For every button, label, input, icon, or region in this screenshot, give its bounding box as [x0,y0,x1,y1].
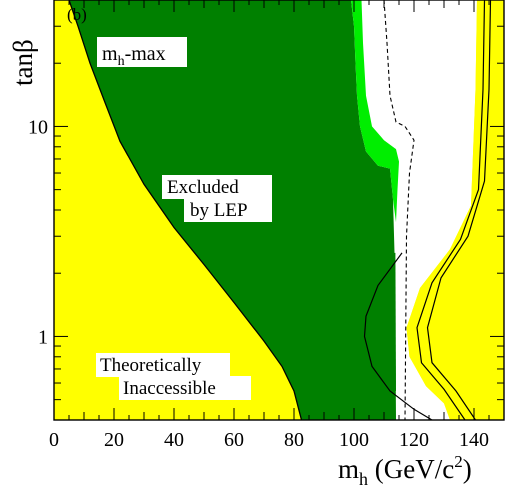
scenario-label-box [97,37,187,67]
x-tick-label: 0 [49,429,59,451]
theory-label-box-2 [119,376,251,400]
x-tick-label: 40 [164,429,184,451]
panel-label: (b) [67,5,87,24]
theory-label-line1: Theoretically [100,355,202,376]
x-tick-label: 80 [284,429,304,451]
x-tick-label: 60 [224,429,244,451]
y-axis: 1 10 [28,0,504,421]
y-tick-label: 1 [38,326,48,348]
yellow-band-outer [435,0,504,420]
x-tick-label: 20 [104,429,124,451]
x-tick-label: 140 [459,429,489,451]
x-axis-label: mh (GeV/c2) [338,452,472,489]
contour-line-a [416,0,486,420]
tongue-contour-line [363,252,433,420]
theory-label-box-1 [96,353,230,377]
y-axis-label: tanβ [8,39,38,86]
dashed-expected-limit-line [383,0,415,420]
expected-band-region [351,0,399,223]
excluded-label-line1: Excluded [167,177,239,198]
x-tick-label: 120 [399,429,429,451]
contour-line-b [426,0,492,420]
scenario-label: mh-max [102,43,166,69]
theory-label-line2: Inaccessible [123,378,216,399]
excluded-label-box-2 [184,198,272,222]
excluded-label-line2: by LEP [190,200,248,221]
y-tick-label: 10 [28,116,48,138]
excluded-label-box-1 [162,175,272,199]
x-tick-label: 100 [339,429,369,451]
x-axis: 0 20 40 60 80 100 120 140 [49,0,505,451]
theoretical-boundary-line [68,0,303,420]
